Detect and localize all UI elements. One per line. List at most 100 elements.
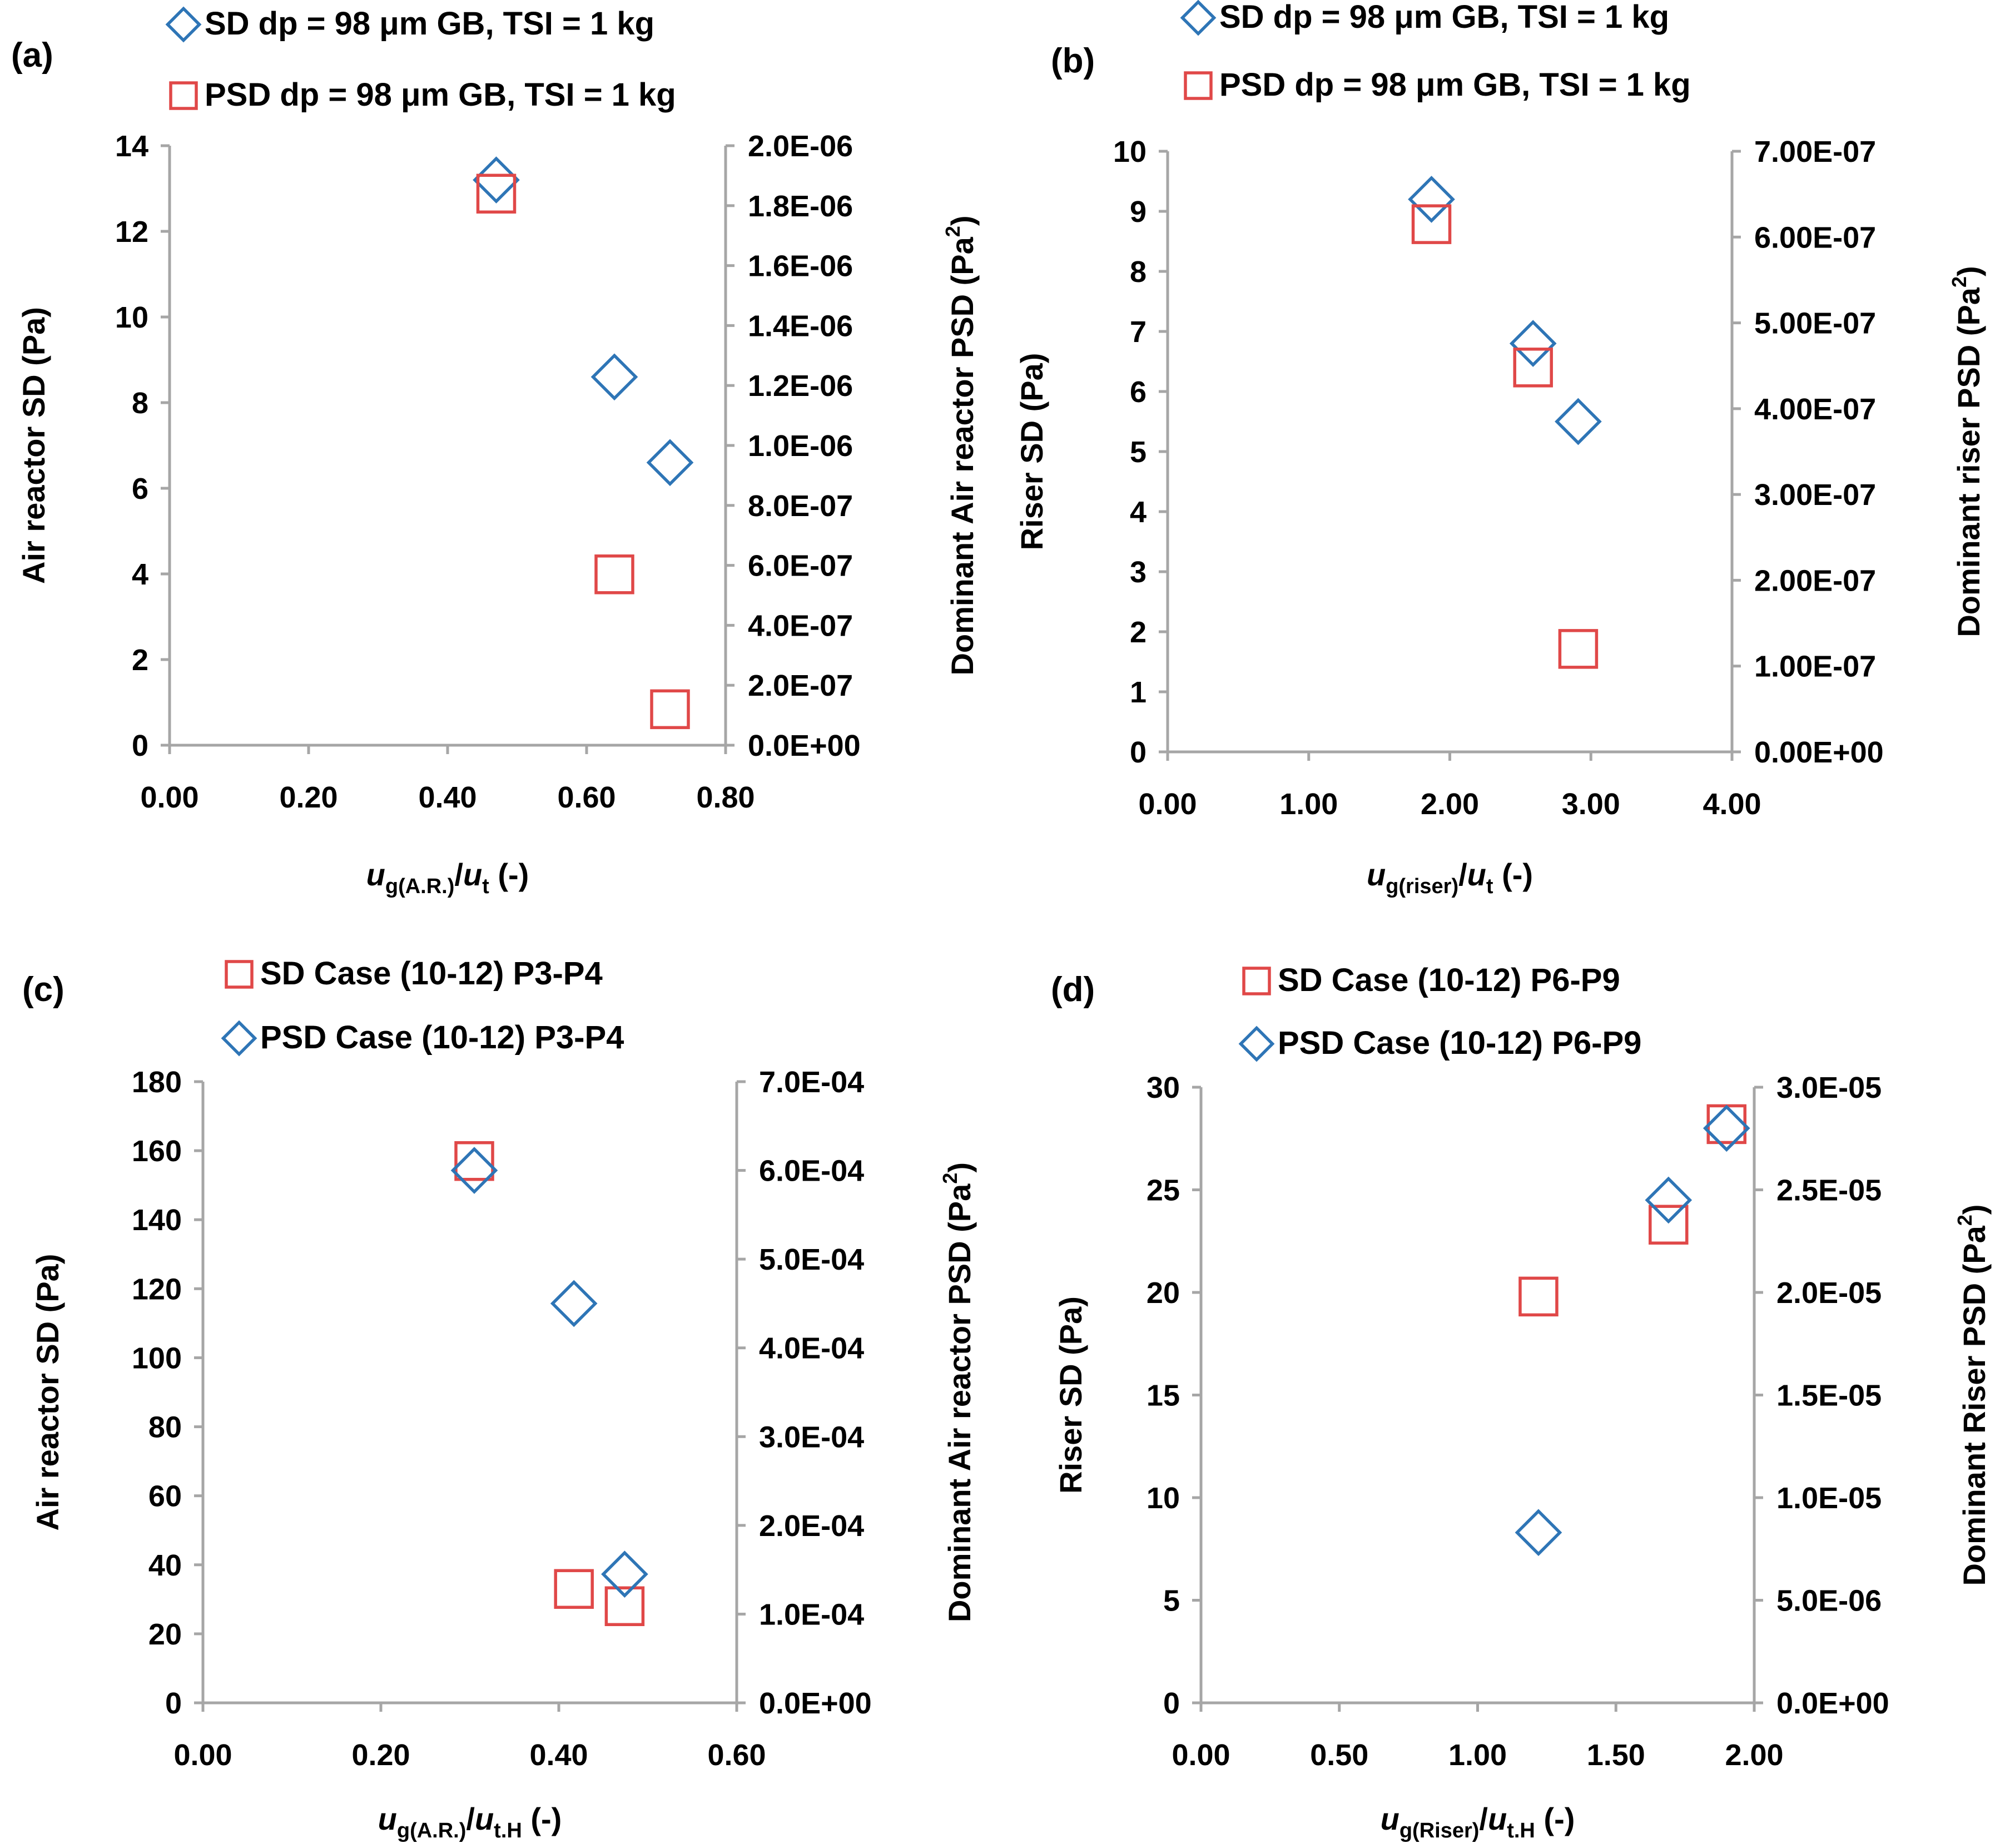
y2-axis-title: Dominant Riser PSD (Pa2) bbox=[1953, 1205, 1992, 1586]
y2-tick-label: 2.0E-06 bbox=[748, 130, 853, 163]
y-tick-label: 0 bbox=[165, 1687, 182, 1720]
y2-tick-label: 8.0E-07 bbox=[748, 489, 853, 523]
y2-tick-label: 2.00E-07 bbox=[1754, 564, 1876, 597]
x-title-slash: / bbox=[454, 857, 463, 892]
x-axis-title: ug(Riser)/ut.H (-) bbox=[1381, 1801, 1575, 1842]
y-tick-label: 4 bbox=[1130, 496, 1147, 529]
data-point-diamond bbox=[601, 1550, 648, 1598]
x-title-u: u bbox=[1367, 857, 1386, 892]
y2-tick-label: 1.0E-06 bbox=[748, 429, 853, 463]
legend-label: PSD dp = 98 μm GB, TSI = 1 kg bbox=[1219, 67, 1691, 103]
chart-panel-3: (c) 0 20 40 60 80 100 120 140 160 180 0.0E+00 1.0E-0… bbox=[22, 955, 977, 1842]
y2-tick-label: 0.0E+00 bbox=[748, 729, 861, 762]
y-tick-label: 15 bbox=[1147, 1379, 1180, 1413]
y2-tick-label: 3.00E-07 bbox=[1754, 478, 1876, 512]
x-tick-label: 0.20 bbox=[279, 781, 338, 814]
y-tick-label: 0 bbox=[132, 729, 148, 762]
y2-title-text: Dominant Air reactor PSD (Pa bbox=[945, 236, 980, 675]
panel-label: (c) bbox=[22, 970, 64, 1009]
y-tick-label: 180 bbox=[132, 1066, 182, 1099]
y-tick-label: 6 bbox=[132, 472, 148, 506]
legend-marker-square bbox=[169, 81, 198, 110]
legend-label: PSD Case (10-12) P3-P4 bbox=[260, 1019, 624, 1056]
legend-marker-diamond bbox=[221, 1020, 257, 1057]
x-tick-label: 0.80 bbox=[696, 781, 755, 814]
x-axis-title: ug(riser)/ut (-) bbox=[1367, 857, 1533, 898]
data-point-square bbox=[476, 174, 517, 214]
y-axis-title: Riser SD (Pa) bbox=[1014, 353, 1049, 551]
data-point-diamond bbox=[450, 1147, 498, 1194]
y-tick-label: 120 bbox=[132, 1272, 182, 1306]
data-point-square bbox=[1411, 204, 1452, 244]
data-point-diamond bbox=[1515, 1509, 1562, 1557]
x-tick-label: 0.00 bbox=[140, 781, 198, 814]
y-tick-label: 2 bbox=[132, 643, 148, 677]
legend-marker-square bbox=[225, 960, 254, 989]
y-tick-label: 1 bbox=[1130, 676, 1147, 709]
x-tick-label: 0.00 bbox=[1138, 787, 1197, 821]
y-tick-label: 160 bbox=[132, 1134, 182, 1168]
x-title-slash: / bbox=[1479, 1801, 1488, 1836]
x-title-u: u bbox=[366, 857, 385, 892]
panel-label: (b) bbox=[1051, 42, 1095, 80]
x-title-u: u bbox=[1381, 1801, 1399, 1836]
x-title-suffix: (-) bbox=[1535, 1801, 1575, 1836]
y2-tick-label: 4.00E-07 bbox=[1754, 393, 1876, 426]
y-tick-label: 20 bbox=[148, 1618, 182, 1651]
x-tick-label: 0.00 bbox=[173, 1738, 232, 1772]
y2-tick-label: 1.8E-06 bbox=[748, 190, 853, 223]
x-title-suffix: (-) bbox=[522, 1801, 562, 1836]
legend-marker-square bbox=[1242, 967, 1271, 995]
y-tick-label: 140 bbox=[132, 1203, 182, 1237]
legend-marker-diamond bbox=[1180, 0, 1217, 36]
legend-label: SD dp = 98 μm GB, TSI = 1 kg bbox=[205, 6, 654, 42]
x-tick-label: 0.50 bbox=[1310, 1738, 1368, 1772]
y2-tick-label: 2.0E-07 bbox=[748, 669, 853, 702]
y2-tick-label: 1.2E-06 bbox=[748, 369, 853, 403]
x-title-u2: u bbox=[1467, 857, 1486, 892]
y2-title-text: Dominant Riser PSD (Pa bbox=[1957, 1225, 1992, 1586]
y2-title-text: Dominant Air reactor PSD (Pa bbox=[942, 1183, 977, 1622]
x-axis-title: ug(A.R.)/ut (-) bbox=[366, 857, 529, 898]
x-title-subscript2: t bbox=[1486, 875, 1493, 898]
x-tick-label: 4.00 bbox=[1703, 787, 1761, 821]
y-tick-label: 7 bbox=[1130, 315, 1147, 349]
x-title-u2: u bbox=[463, 857, 482, 892]
legend-label: SD Case (10-12) P6-P9 bbox=[1278, 962, 1620, 998]
panel-label: (d) bbox=[1051, 970, 1095, 1009]
chart-panel-1: (a) 0 2 4 6 8 10 12 14 0.0E+00 2.0E-07 4.0E-07 6.0E-… bbox=[11, 6, 980, 898]
x-tick-label: 2.00 bbox=[1725, 1738, 1783, 1772]
y-tick-label: 60 bbox=[148, 1480, 182, 1513]
y2-tick-label: 1.00E-07 bbox=[1754, 650, 1876, 683]
y-tick-label: 10 bbox=[1147, 1482, 1180, 1515]
y2-tick-label: 1.0E-05 bbox=[1776, 1482, 1882, 1515]
legend-label: PSD dp = 98 μm GB, TSI = 1 kg bbox=[205, 77, 676, 113]
y2-tick-label: 6.0E-07 bbox=[748, 549, 853, 583]
x-tick-label: 2.00 bbox=[1421, 787, 1479, 821]
x-tick-label: 0.60 bbox=[557, 781, 616, 814]
x-title-subscript: g(Riser) bbox=[1399, 1819, 1480, 1842]
y-tick-label: 8 bbox=[1130, 255, 1147, 289]
data-point-square bbox=[604, 1586, 645, 1626]
x-tick-label: 1.00 bbox=[1279, 787, 1338, 821]
x-axis-title: ug(A.R.)/ut.H (-) bbox=[378, 1801, 562, 1842]
y-axis-title: Air reactor SD (Pa) bbox=[30, 1254, 65, 1531]
y2-title-close: ) bbox=[1951, 266, 1986, 276]
legend-label: SD Case (10-12) P3-P4 bbox=[260, 955, 603, 992]
y2-tick-label: 4.0E-04 bbox=[759, 1332, 864, 1365]
x-title-u2: u bbox=[1488, 1801, 1507, 1836]
y-tick-label: 5 bbox=[1163, 1584, 1180, 1618]
data-point-square bbox=[554, 1569, 594, 1609]
data-point-diamond bbox=[1645, 1176, 1693, 1224]
y2-title-close: ) bbox=[942, 1162, 977, 1173]
y-tick-label: 4 bbox=[132, 558, 148, 591]
x-tick-label: 1.50 bbox=[1587, 1738, 1645, 1772]
y2-tick-label: 1.0E-04 bbox=[759, 1598, 864, 1631]
legend-label: SD dp = 98 μm GB, TSI = 1 kg bbox=[1219, 0, 1669, 35]
data-point-diamond bbox=[1509, 320, 1557, 367]
x-title-subscript: g(A.R.) bbox=[385, 875, 455, 898]
y-tick-label: 9 bbox=[1130, 195, 1147, 229]
data-point-diamond bbox=[550, 1280, 598, 1327]
y-tick-label: 80 bbox=[148, 1411, 182, 1444]
y2-tick-label: 0.0E+00 bbox=[1776, 1687, 1889, 1720]
